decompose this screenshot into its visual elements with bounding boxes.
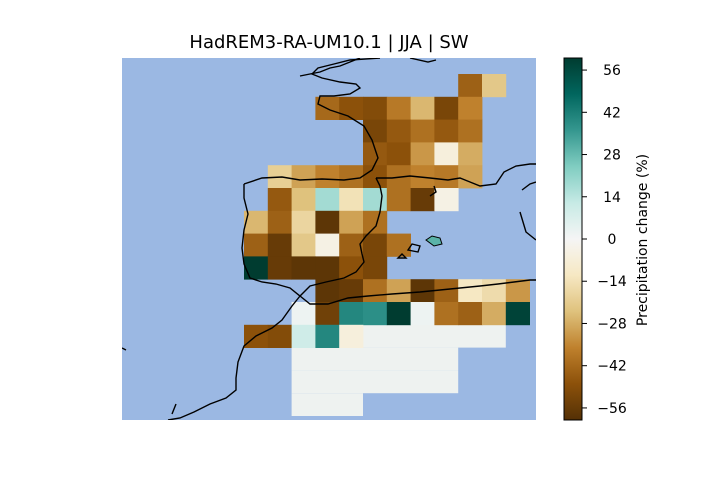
colorbar-tick-label: −14	[597, 274, 627, 290]
heatmap-cell	[434, 142, 459, 166]
heatmap-cell	[505, 302, 530, 326]
heatmap-cell	[363, 142, 388, 166]
heatmap-cell	[386, 302, 411, 326]
heatmap-cell	[363, 233, 388, 257]
heatmap-cell	[458, 279, 483, 303]
colorbar-tick-label: 14	[603, 190, 621, 206]
heatmap-cell	[244, 256, 269, 280]
colorbar-label: Precipitation change (%)	[635, 154, 651, 326]
heatmap-cell	[315, 165, 340, 189]
heatmap-cell	[291, 324, 316, 348]
heatmap-cell	[291, 233, 316, 257]
colorbar-tick-label: −28	[597, 316, 627, 332]
heatmap-cell	[434, 165, 459, 189]
heatmap-cell	[386, 188, 411, 212]
heatmap-cell	[482, 302, 507, 326]
heatmap-cell	[458, 142, 483, 166]
map-panel	[122, 58, 536, 420]
heatmap-cell	[410, 96, 435, 120]
heatmap-cell	[291, 165, 316, 189]
colorbar-tick-label: 28	[603, 148, 621, 164]
heatmap-cell	[291, 188, 316, 212]
heatmap-cell	[339, 302, 364, 326]
heatmap-cell	[363, 302, 388, 326]
heatmap-cell	[267, 210, 292, 234]
heatmap-cell	[244, 210, 269, 234]
heatmap-cell	[386, 279, 411, 303]
colorbar-tick-label: 42	[603, 105, 621, 121]
heatmap-cell	[267, 324, 292, 348]
heatmap-cell	[315, 256, 340, 280]
colorbar-tick-label: 0	[608, 232, 617, 248]
heatmap-cell	[339, 233, 364, 257]
low-signal-block	[291, 393, 363, 416]
heatmap-cell	[339, 96, 364, 120]
coastlines	[122, 58, 536, 420]
colorbar-tick-label: 56	[603, 63, 621, 79]
heatmap-cell	[339, 188, 364, 212]
heatmap-cell	[363, 210, 388, 234]
heatmap-cell	[410, 188, 435, 212]
heatmap-cell	[505, 279, 530, 303]
heatmap-cell	[458, 74, 483, 98]
heatmap-cell	[291, 256, 316, 280]
heatmap-cell	[315, 210, 340, 234]
colorbar-bar	[563, 57, 583, 421]
heatmap-cell	[410, 142, 435, 166]
heatmap-cell	[267, 256, 292, 280]
heatmap-cell	[363, 119, 388, 143]
heatmap-cell	[410, 119, 435, 143]
sardinia-island	[425, 235, 443, 247]
heatmap-cell	[482, 279, 507, 303]
colorbar: 56 42 28 14 0 −14 −28 −42 −56 Precipitation chan…	[563, 57, 651, 421]
heatmap-cell	[386, 119, 411, 143]
map-title: HadREM3-RA-UM10.1 | JJA | SW	[189, 32, 468, 53]
low-signal-block	[291, 370, 459, 394]
heatmap-cell	[434, 119, 459, 143]
heatmap-cell	[244, 233, 269, 257]
precip-grid	[244, 74, 530, 416]
heatmap-cell	[339, 165, 364, 189]
heatmap-cell	[363, 96, 388, 120]
heatmap-cell	[267, 188, 292, 212]
heatmap-cell	[315, 279, 340, 303]
low-signal-block	[363, 324, 506, 348]
heatmap-cell	[315, 324, 340, 348]
heatmap-cell	[458, 96, 483, 120]
heatmap-cell	[315, 188, 340, 212]
heatmap-cell	[386, 142, 411, 166]
heatmap-cell	[291, 302, 316, 326]
heatmap-cell	[339, 210, 364, 234]
heatmap-cell	[267, 233, 292, 257]
heatmap-cell	[434, 279, 459, 303]
heatmap-cell	[386, 96, 411, 120]
colorbar-tick-label: −56	[597, 401, 627, 417]
heatmap-cell	[410, 279, 435, 303]
heatmap-cell	[315, 302, 340, 326]
heatmap-cell	[363, 165, 388, 189]
heatmap-cell	[315, 233, 340, 257]
heatmap-cell	[434, 302, 459, 326]
heatmap-cell	[363, 279, 388, 303]
heatmap-cell	[434, 188, 459, 212]
heatmap-cell	[434, 96, 459, 120]
heatmap-cell	[339, 256, 364, 280]
colorbar-tick-label: −42	[597, 359, 627, 375]
heatmap-cell	[458, 119, 483, 143]
heatmap-cell	[363, 256, 388, 280]
colorbar-ticks: 56 42 28 14 0 −14 −28 −42 −56	[582, 63, 627, 417]
heatmap-cell	[339, 324, 364, 348]
heatmap-cell	[458, 165, 483, 189]
heatmap-cell	[291, 210, 316, 234]
heatmap-cell	[363, 188, 388, 212]
heatmap-cell	[482, 74, 507, 98]
heatmap-cell	[410, 302, 435, 326]
low-signal-block	[291, 347, 459, 371]
heatmap-cell	[458, 302, 483, 326]
heatmap-cell	[386, 233, 411, 257]
